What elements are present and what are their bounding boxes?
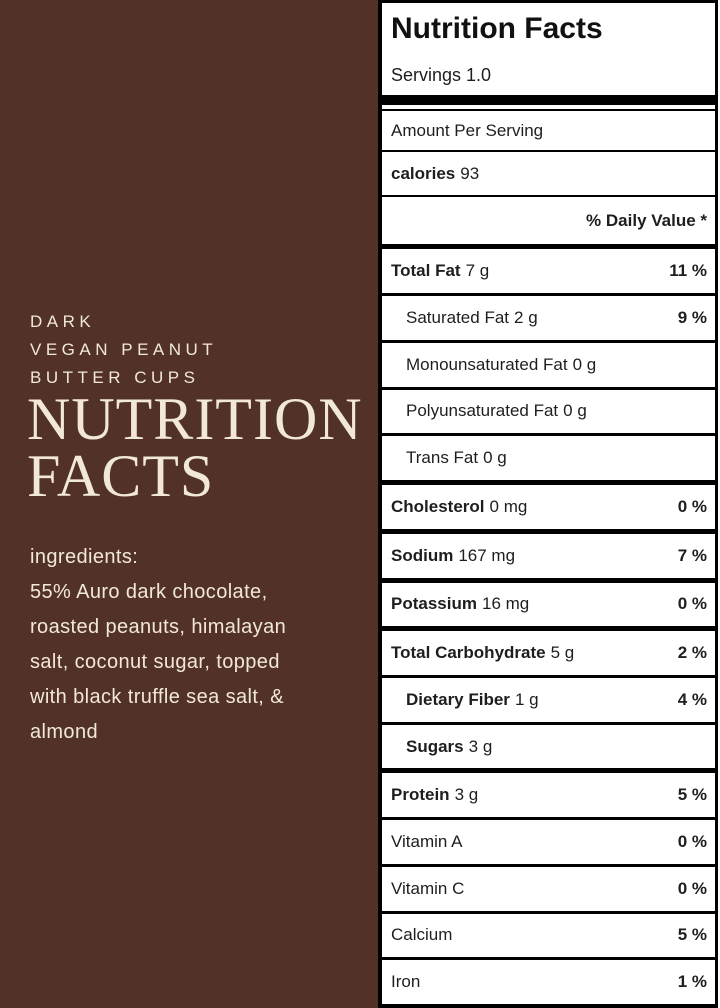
- ingredients-line: 55% Auro dark chocolate,: [30, 581, 268, 603]
- nutrient-name: Protein 3 g: [391, 785, 478, 805]
- nutrient-name: Total Carbohydrate 5 g: [391, 643, 574, 663]
- nutrient-name: Potassium 16 mg: [391, 594, 529, 614]
- nutrient-daily-value: 11 %: [669, 261, 707, 281]
- nutrient-row: Saturated Fat 2 g 9 %: [382, 293, 715, 340]
- nutrient-daily-value: 2 %: [677, 643, 707, 663]
- nutrient-name: Vitamin A: [391, 832, 463, 852]
- nutrient-name: Vitamin C: [391, 879, 464, 899]
- nutrient-row: Cholesterol 0 mg 0 %: [382, 480, 715, 529]
- nutrient-label: Dietary Fiber: [406, 689, 510, 709]
- nutrient-daily-value: 4 %: [677, 689, 707, 709]
- nutrient-amount: 0 g: [572, 354, 597, 374]
- calories-row: calories 93: [382, 152, 715, 197]
- ingredients-text: ingredients: 55% Auro dark chocolate, roas…: [30, 540, 286, 750]
- nutrient-name: Saturated Fat 2 g: [391, 308, 538, 328]
- nutrient-row: Sodium 167 mg 7 %: [382, 528, 715, 578]
- nutrient-row: Trans Fat 0 g: [382, 433, 715, 480]
- nutrient-label: Trans Fat: [406, 448, 479, 468]
- ingredients-line: with black truffle sea salt, &: [30, 686, 284, 708]
- nutrient-amount: 7 g: [465, 261, 490, 281]
- nutrient-name: Cholesterol 0 mg: [391, 497, 527, 517]
- nutrient-label: Total Fat: [391, 261, 461, 281]
- nutrition-label: Nutrition Facts Servings 1.0 Amount Per …: [378, 0, 720, 1008]
- ingredients-line: salt, coconut sugar, topped: [30, 651, 280, 673]
- left-title: NUTRITION FACTS: [27, 386, 363, 509]
- nutrient-row: Vitamin C 0 %: [382, 863, 715, 911]
- nutrient-label: Vitamin C: [391, 878, 465, 898]
- nutrient-amount: 3 g: [454, 785, 479, 805]
- nutrient-label: Total Carbohydrate: [391, 643, 546, 663]
- nutrient-label: Monounsaturated Fat: [406, 354, 568, 374]
- nutrient-label: Iron: [391, 972, 421, 992]
- nutrient-name: Dietary Fiber 1 g: [391, 690, 539, 710]
- nutrient-daily-value: 1 %: [677, 972, 707, 992]
- nutrient-row: Calcium 5 %: [382, 910, 715, 958]
- nutrient-label: Vitamin A: [391, 831, 463, 851]
- nutrient-amount: 0 g: [563, 401, 587, 421]
- nutrient-amount: 3 g: [468, 736, 493, 756]
- nutrient-amount: 167 mg: [458, 545, 516, 565]
- nutrient-row: Monounsaturated Fat 0 g: [382, 339, 715, 387]
- nutrient-label: Cholesterol: [391, 496, 485, 516]
- nutrient-daily-value: 0 %: [677, 594, 707, 614]
- nutrient-label: Sugars: [406, 736, 464, 756]
- nutrient-row: Total Fat 7 g 11 %: [382, 244, 715, 293]
- amount-per-serving: Amount Per Serving: [382, 109, 715, 152]
- nutrient-row: Iron 1 %: [382, 957, 715, 1004]
- nutrient-row: Dietary Fiber 1 g 4 %: [382, 674, 715, 722]
- nutrient-name: Sugars 3 g: [391, 737, 492, 757]
- nutrient-daily-value: 0 %: [677, 496, 707, 516]
- ingredients-line: almond: [30, 721, 98, 743]
- product-name-line: DARK: [30, 312, 96, 331]
- nutrient-name: Total Fat 7 g: [391, 261, 489, 281]
- nutrient-label: Saturated Fat: [406, 308, 510, 328]
- nutrient-daily-value: 5 %: [677, 785, 707, 805]
- nutrient-amount: 2 g: [514, 308, 538, 328]
- nutrient-row: Vitamin A 0 %: [382, 817, 715, 864]
- calories-label: calories: [391, 163, 456, 183]
- nutrient-daily-value: 0 %: [677, 878, 707, 898]
- nutrient-row: Potassium 16 mg 0 %: [382, 577, 715, 627]
- nutrient-row: Sugars 3 g: [382, 721, 715, 769]
- product-name: DARK VEGAN PEANUT BUTTER CUPS: [30, 308, 217, 392]
- nutrient-row: Polyunsaturated Fat 0 g: [382, 386, 715, 434]
- left-title-line: FACTS: [27, 443, 215, 509]
- nutrient-row: Protein 3 g 5 %: [382, 768, 715, 817]
- nutrient-row: Total Carbohydrate 5 g 2 %: [382, 626, 715, 675]
- nutrient-label: Polyunsaturated Fat: [406, 401, 559, 421]
- nutrition-label-box: Nutrition Facts Servings 1.0 Amount Per …: [378, 0, 718, 1008]
- nutrient-name: Trans Fat 0 g: [391, 448, 507, 468]
- nutrient-amount: 0 g: [483, 448, 507, 468]
- nutrient-label: Sodium: [391, 545, 454, 565]
- left-title-line: NUTRITION: [27, 386, 363, 452]
- nutrient-label: Potassium: [391, 594, 477, 614]
- nutrient-name: Iron: [391, 972, 420, 992]
- thick-divider-bar: [382, 95, 715, 105]
- nutrient-daily-value: 9 %: [677, 308, 707, 328]
- nutrient-daily-value: 5 %: [677, 925, 707, 945]
- nutrient-name: Calcium: [391, 925, 452, 945]
- left-panel: DARK VEGAN PEANUT BUTTER CUPS NUTRITION FAC…: [27, 308, 363, 750]
- nutrient-rows: Total Fat 7 g 11 % Saturated Fat 2 g 9 % M…: [382, 244, 715, 1004]
- daily-value-header: % Daily Value *: [586, 210, 707, 230]
- calories-value: 93: [460, 163, 480, 183]
- nutrient-amount: 5 g: [550, 643, 575, 663]
- nutrient-amount: 0 mg: [489, 496, 528, 516]
- ingredients-line: ingredients:: [30, 546, 139, 568]
- servings-text: Servings 1.0: [391, 64, 492, 85]
- product-name-line: BUTTER CUPS: [30, 368, 200, 387]
- nutrient-name: Polyunsaturated Fat 0 g: [391, 401, 587, 421]
- nutrient-amount: 1 g: [514, 689, 539, 709]
- nutrient-amount: 16 mg: [481, 594, 530, 614]
- ingredients-line: roasted peanuts, himalayan: [30, 616, 287, 638]
- label-title: Nutrition Facts: [391, 12, 603, 45]
- nutrient-name: Sodium 167 mg: [391, 546, 515, 566]
- nutrient-label: Protein: [391, 785, 450, 805]
- product-name-line: VEGAN PEANUT: [30, 340, 218, 359]
- nutrient-name: Monounsaturated Fat 0 g: [391, 355, 596, 375]
- nutrient-label: Calcium: [391, 925, 453, 945]
- nutrient-daily-value: 0 %: [677, 831, 707, 851]
- nutrient-daily-value: 7 %: [677, 545, 707, 565]
